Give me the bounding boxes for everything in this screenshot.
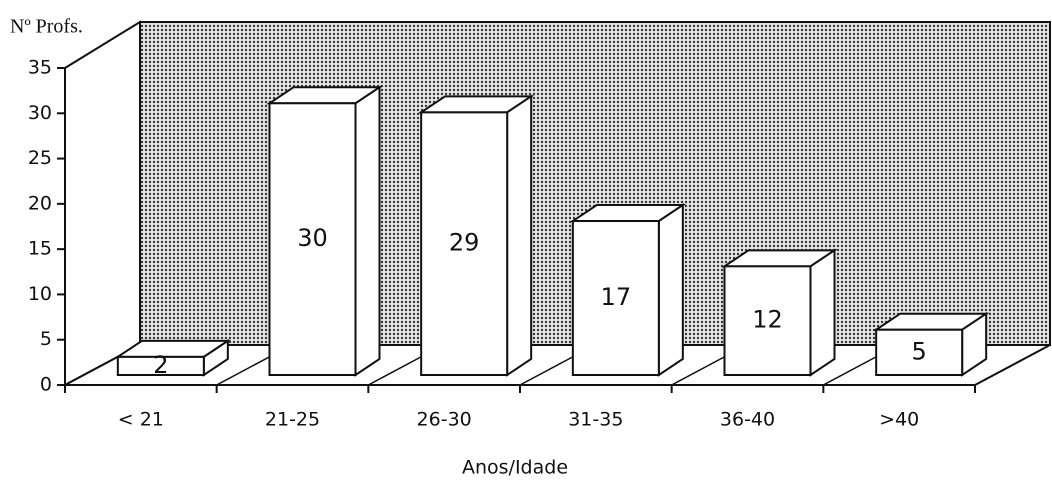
bar [723,265,812,377]
y-tick-label: 5 [40,328,52,350]
value-label: 2 [153,351,168,379]
value-label: 29 [449,229,480,257]
bar [571,220,660,376]
value-label: 5 [912,337,927,365]
bar [268,102,357,377]
y-tick-label: 10 [28,283,52,305]
bar-side [657,203,684,377]
y-tick-label: 0 [40,374,52,396]
value-label: 12 [752,306,783,334]
x-tick-label: 21-25 [265,409,320,431]
x-tick-label: 31-35 [568,409,623,431]
x-tick-label: 26-30 [417,409,472,431]
y-tick-label: 25 [28,147,52,169]
x-tick-label: 36-40 [720,409,775,431]
y-axis-title: Nº Profs. [10,16,83,38]
x-axis-title: Anos/Idade [462,457,568,479]
side-wall [64,20,141,387]
y-tick-label: 15 [28,238,52,260]
bar-side [354,85,381,377]
bar [116,355,205,376]
bar-side [809,248,836,377]
value-label: 17 [601,283,632,311]
bar [875,328,964,377]
floor-divider [974,344,1051,386]
bar-side [506,94,533,377]
y-tick-label: 35 [28,57,52,79]
y-tick-label: 30 [28,102,52,124]
x-tick-label: >40 [879,409,919,431]
x-tick-label: < 21 [118,409,164,431]
y-tick-label: 20 [28,192,52,214]
bar [420,111,509,376]
value-label: 30 [297,224,328,252]
